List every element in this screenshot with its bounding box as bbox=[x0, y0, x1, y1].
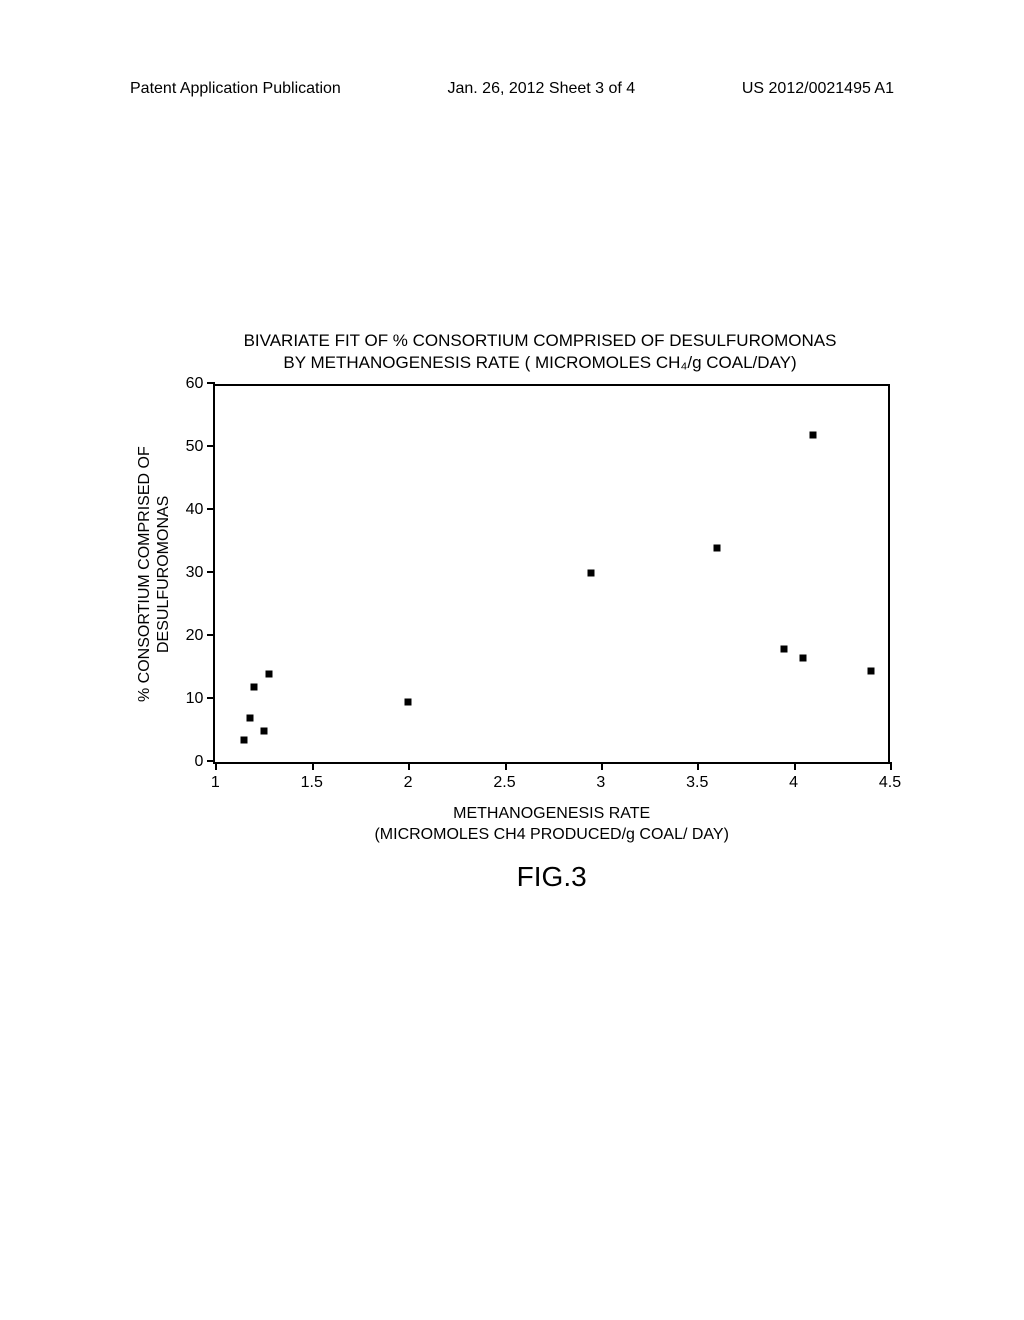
data-point bbox=[260, 727, 267, 734]
x-tick bbox=[312, 762, 314, 770]
data-point bbox=[266, 671, 273, 678]
x-axis-label: METHANOGENESIS RATE (MICROMOLES CH4 PROD… bbox=[213, 804, 890, 846]
x-tick-label: 1.5 bbox=[301, 774, 323, 792]
data-point bbox=[867, 667, 874, 674]
x-tick-label: 4.5 bbox=[879, 774, 901, 792]
data-point bbox=[809, 431, 816, 438]
chart-title: BIVARIATE FIT OF % CONSORTIUM COMPRISED … bbox=[190, 330, 890, 374]
x-tick bbox=[408, 762, 410, 770]
page-header: Patent Application Publication Jan. 26, … bbox=[0, 80, 1024, 98]
y-tick bbox=[207, 445, 215, 447]
data-point bbox=[800, 655, 807, 662]
header-right: US 2012/0021495 A1 bbox=[742, 80, 894, 98]
figure-label: FIG.3 bbox=[213, 861, 890, 893]
x-tick bbox=[505, 762, 507, 770]
x-tick-label: 4 bbox=[789, 774, 798, 792]
y-tick-label: 0 bbox=[194, 753, 203, 771]
scatter-chart: BIVARIATE FIT OF % CONSORTIUM COMPRISED … bbox=[130, 330, 890, 893]
x-label-line2: (MICROMOLES CH4 PRODUCED/g COAL/ DAY) bbox=[213, 825, 890, 846]
x-tick-label: 3.5 bbox=[686, 774, 708, 792]
y-tick-label: 10 bbox=[186, 690, 204, 708]
y-label-line2: DESULFUROMONAS bbox=[154, 446, 173, 702]
x-tick bbox=[890, 762, 892, 770]
chart-area: % CONSORTIUM COMPRISED OF DESULFUROMONAS… bbox=[130, 384, 890, 893]
y-tick bbox=[207, 382, 215, 384]
chart-title-line1: BIVARIATE FIT OF % CONSORTIUM COMPRISED … bbox=[190, 330, 890, 352]
data-point bbox=[247, 715, 254, 722]
y-label-line1: % CONSORTIUM COMPRISED OF bbox=[135, 446, 154, 702]
y-tick-label: 50 bbox=[186, 438, 204, 456]
x-tick-label: 2 bbox=[404, 774, 413, 792]
y-tick-label: 20 bbox=[186, 627, 204, 645]
data-point bbox=[713, 545, 720, 552]
data-point bbox=[588, 570, 595, 577]
y-tick-label: 40 bbox=[186, 501, 204, 519]
x-tick bbox=[794, 762, 796, 770]
chart-title-line2: BY METHANOGENESIS RATE ( MICROMOLES CH₄/… bbox=[190, 352, 890, 374]
x-tick-label: 2.5 bbox=[493, 774, 515, 792]
y-tick bbox=[207, 634, 215, 636]
y-axis-label: % CONSORTIUM COMPRISED OF DESULFUROMONAS bbox=[130, 384, 178, 764]
y-tick bbox=[207, 508, 215, 510]
y-tick bbox=[207, 697, 215, 699]
x-tick-label: 3 bbox=[596, 774, 605, 792]
plot-border-top bbox=[215, 384, 890, 386]
plot-border-right bbox=[888, 384, 890, 762]
header-left: Patent Application Publication bbox=[130, 80, 341, 98]
data-point bbox=[405, 699, 412, 706]
plot-wrapper: 010203040506011.522.533.544.5 METHANOGEN… bbox=[178, 384, 890, 893]
x-tick bbox=[697, 762, 699, 770]
y-tick-label: 60 bbox=[186, 375, 204, 393]
x-tick-label: 1 bbox=[211, 774, 220, 792]
data-point bbox=[250, 683, 257, 690]
plot-region: 010203040506011.522.533.544.5 bbox=[213, 384, 890, 764]
y-tick bbox=[207, 571, 215, 573]
y-tick-label: 30 bbox=[186, 564, 204, 582]
x-tick bbox=[601, 762, 603, 770]
data-point bbox=[780, 645, 787, 652]
x-tick bbox=[215, 762, 217, 770]
y-tick bbox=[207, 760, 215, 762]
data-point bbox=[241, 737, 248, 744]
x-label-line1: METHANOGENESIS RATE bbox=[213, 804, 890, 825]
header-center: Jan. 26, 2012 Sheet 3 of 4 bbox=[447, 80, 635, 98]
